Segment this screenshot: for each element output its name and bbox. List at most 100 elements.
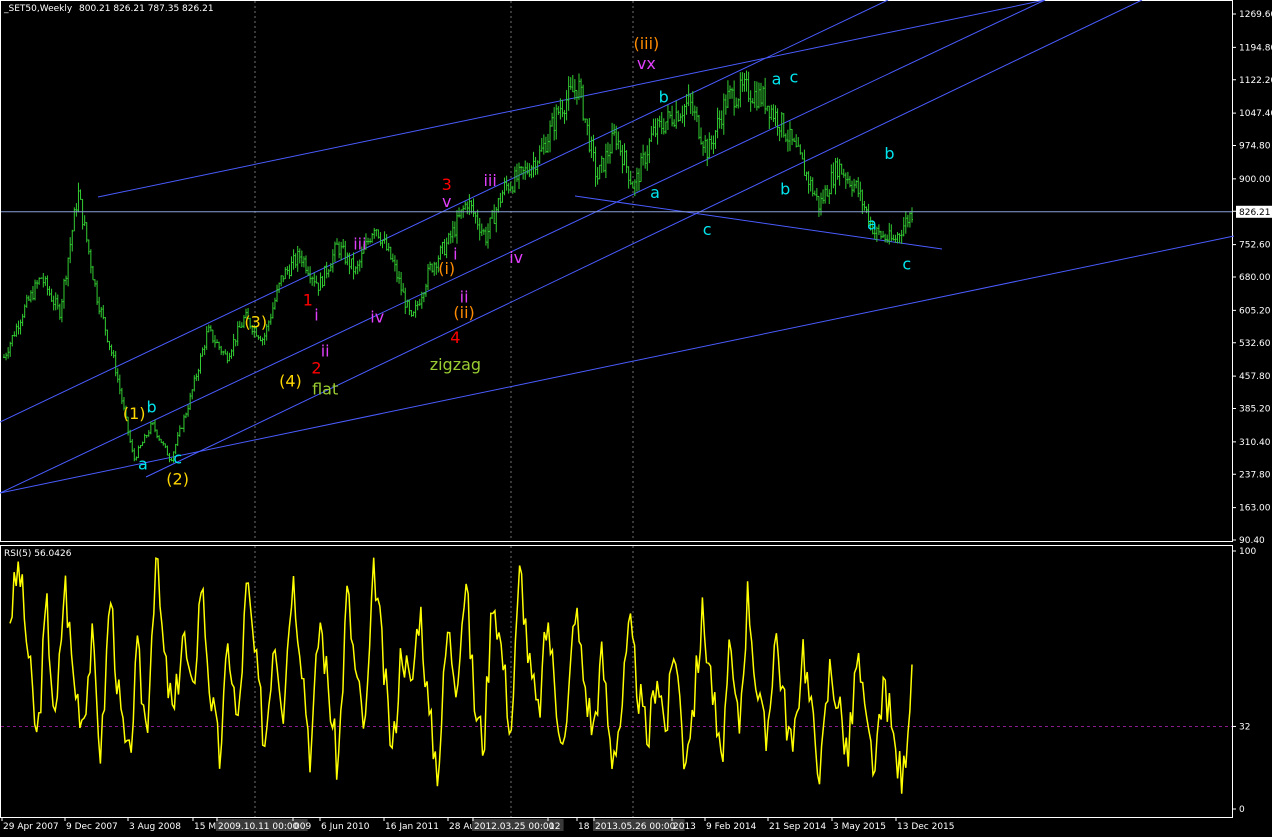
price-axis-label: 1122.20 [1239, 76, 1272, 86]
price-axis-label: 163.00 [1239, 504, 1271, 514]
wave-label: (1) [123, 404, 146, 423]
time-axis-label: 16 Jan 2011 [385, 822, 439, 832]
price-axis-label: 532.60 [1239, 339, 1271, 349]
rsi-axis-label: 0 [1239, 805, 1245, 815]
wave-label: 3 [442, 175, 452, 194]
wave-label: a [650, 183, 660, 202]
wave-label: 2 [311, 359, 321, 378]
price-axis: 1269.60 1194.80 1122.20 1047.40 974.80 900.00… [1, 10, 1272, 546]
price-axis-label: 900.00 [1239, 175, 1271, 185]
price-axis-label: 310.40 [1239, 438, 1271, 448]
trendline [145, 0, 1143, 478]
wave-label: iii [483, 171, 496, 190]
wave-label: zigzag [430, 355, 481, 374]
time-axis-label: 29 Apr 2007 [3, 822, 59, 832]
price-axis-label: 680.00 [1239, 273, 1271, 283]
wave-label: vx [637, 54, 656, 73]
price-axis-label: 457.80 [1239, 372, 1271, 382]
price-axis-label: 1194.80 [1239, 43, 1272, 53]
wave-label: iii [353, 235, 366, 254]
time-axis-label: 28 Au [449, 822, 475, 832]
rsi-axis-label: 100 [1239, 547, 1256, 557]
wave-label: (3) [244, 313, 267, 332]
time-axis-label: 2013.05.26 00:00 [595, 822, 676, 832]
wave-label: b [884, 144, 894, 163]
chart-header-ohlc: 800.21 826.21 787.35 826.21 [79, 4, 214, 14]
wave-label: c [902, 255, 911, 274]
time-axis-label: 6 Jun 2010 [321, 822, 370, 832]
trendline [0, 0, 1046, 494]
rsi-axis-label: 32 [1239, 722, 1250, 732]
trendline [97, 0, 1046, 198]
price-panel-frame [0, 0, 1233, 542]
wave-label: (2) [166, 470, 189, 489]
rsi-line [9, 557, 913, 794]
time-axis-label: 15 M [194, 822, 216, 832]
time-axis-marker [472, 819, 564, 831]
current-price-box [1236, 205, 1272, 218]
wave-label: 4 [450, 328, 460, 347]
rsi-panel-frame [0, 545, 1233, 818]
time-axis-marker [216, 819, 308, 831]
current-price-label: 826.21 [1239, 208, 1271, 218]
trendline [574, 195, 943, 250]
wave-label: ii [321, 342, 330, 361]
wave-label: b [659, 87, 669, 106]
time-axis-label: 009 [294, 822, 311, 832]
wave-label: i [314, 305, 318, 324]
wave-label: (ii) [453, 303, 474, 322]
time-axis-label: 2013 [673, 822, 696, 832]
price-series [3, 70, 913, 463]
wave-label: (i) [438, 259, 455, 278]
time-axis-label: 2009.10.11 00:00 [218, 822, 299, 832]
price-axis-label: 1047.40 [1239, 109, 1272, 119]
time-axis: 29 Apr 2007 9 Dec 2007 3 Aug 2008 15 M 2009.… [1, 818, 955, 832]
vertical-grid [254, 1, 634, 817]
price-axis-label: 752.60 [1239, 241, 1271, 251]
panel-frames [0, 0, 1233, 818]
wave-label: a [772, 70, 782, 89]
wave-labels: (1) ba c(2)(3)(4) flat1iii2iiiiv3v(i)iii(ii… [123, 34, 911, 489]
time-axis-label: 3 Aug 2008 [129, 822, 181, 832]
rsi-title: RSI(5) 56.0426 [4, 549, 72, 559]
price-axis-label: 90.40 [1239, 536, 1265, 546]
time-axis-label: 18 N [578, 822, 599, 832]
wave-label: ii [460, 288, 469, 307]
trendline [0, 0, 889, 423]
wave-label: a [867, 214, 877, 233]
wave-label: c [790, 67, 799, 86]
wave-label: (iii) [633, 34, 659, 53]
time-axis-label: 9 Feb 2014 [706, 822, 757, 832]
time-axis-label: 21 Sep 2014 [769, 822, 826, 832]
trendlines [0, 0, 1235, 494]
wave-label: 1 [303, 290, 313, 309]
price-axis-label: 385.20 [1239, 405, 1271, 415]
time-axis-label: 2012.03.25 00:00 [474, 822, 555, 832]
wave-label: v [442, 192, 451, 211]
price-axis-label: 605.20 [1239, 306, 1271, 316]
time-axis-label: 12 [549, 822, 560, 832]
rsi-panel: RSI(5) 56.0426 [1, 549, 1232, 794]
price-axis-label: 1269.60 [1239, 10, 1272, 20]
time-axis-label: 9 Dec 2007 [66, 822, 118, 832]
wave-label: (4) [279, 371, 302, 390]
chart-header-symbol: _SET50,Weekly [3, 4, 73, 14]
time-axis-marker [593, 819, 685, 831]
wave-label: a [138, 454, 148, 473]
wave-label: c [173, 449, 182, 468]
trendline [0, 235, 1235, 494]
wave-label: b [146, 397, 156, 416]
wave-label: iv [370, 307, 384, 326]
price-axis-label: 237.80 [1239, 470, 1271, 480]
wave-label: b [780, 180, 790, 199]
wave-label: i [453, 244, 457, 263]
time-axis-label: 3 May 2015 [833, 822, 886, 832]
wave-label: flat [312, 380, 338, 399]
wave-label: c [703, 220, 712, 239]
rsi-axis: 100 32 0 [1232, 547, 1256, 815]
wave-label: iv [509, 248, 523, 267]
time-axis-label: 13 Dec 2015 [897, 822, 955, 832]
price-axis-label: 974.80 [1239, 142, 1271, 152]
